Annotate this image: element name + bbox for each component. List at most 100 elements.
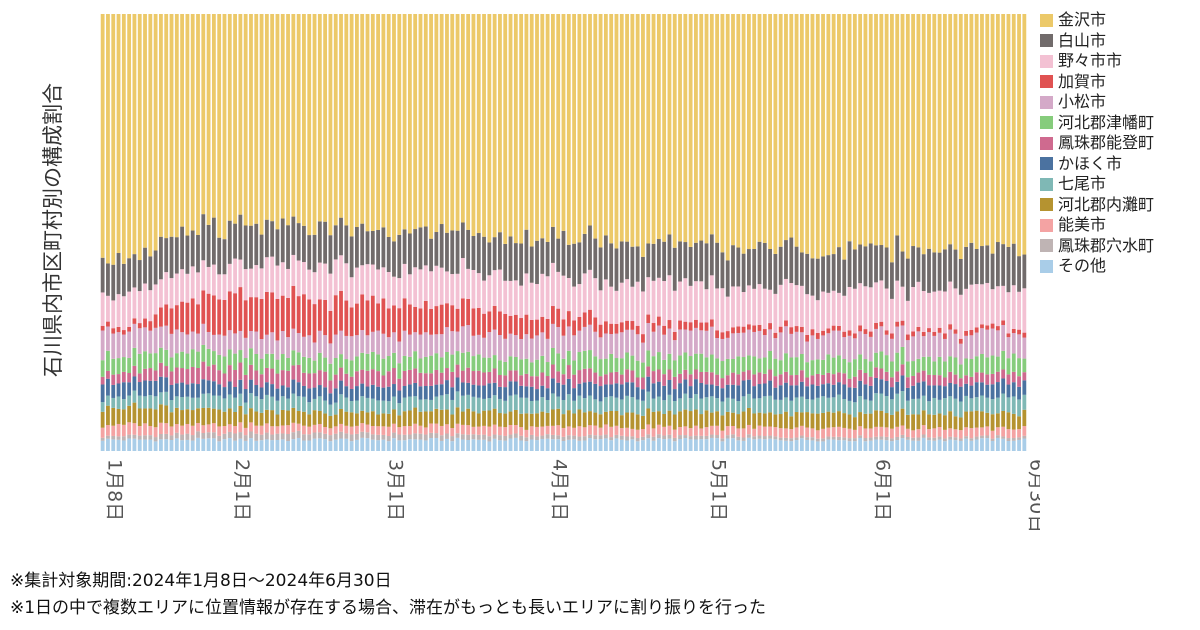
bar-segment [503,400,508,414]
bar-segment [1022,438,1027,451]
bar-segment [498,375,502,387]
bar-segment [577,284,582,317]
bar-segment [190,331,195,350]
bar-segment [1011,413,1016,430]
bar-segment [291,365,296,380]
bar-segment [1006,337,1011,359]
bar-segment [572,335,576,361]
bar-segment [688,330,693,357]
bar-segment [429,308,433,335]
bar-segment [328,404,333,416]
bar-segment [778,14,783,247]
bar-segment [852,249,857,289]
bar-segment [487,242,492,276]
bar-segment [974,327,979,333]
bar-segment [296,14,301,224]
bar-segment [180,351,185,369]
bar-segment [630,321,635,330]
bar-segment [831,330,836,358]
bar-segment [598,401,603,415]
bar-segment [370,425,375,435]
bar-segment [206,407,211,425]
bar-segment [492,408,497,425]
bar-segment [211,381,216,396]
bar-segment [106,425,110,436]
bar-segment [503,313,508,339]
bar-segment [582,14,587,234]
bar-segment [264,439,269,451]
bar-segment [487,275,492,312]
bar-segment [953,329,958,334]
bar-segment [392,276,396,306]
bar-segment [211,423,216,433]
bar-segment [731,398,735,413]
bar-segment [429,334,433,356]
bar-segment [646,408,651,425]
bar-segment [974,284,979,328]
bar-segment [593,412,598,426]
bar-segment [990,440,995,451]
legend-item: かほく市 [1040,154,1154,175]
bar-segment [217,384,222,396]
bar-segment [190,397,195,411]
bar-segment [116,383,121,397]
bar-segment [630,412,635,429]
bar-segment [275,340,280,360]
bar-segment [778,326,783,333]
bar-segment [307,426,312,435]
bar-segment [641,334,645,343]
bar-segment [238,287,243,331]
bar-segment [466,14,471,230]
bar-segment [450,331,455,355]
bar-segment [132,347,137,366]
bar-segment [598,414,603,428]
bar-segment [683,242,688,279]
bar-segment [317,262,322,300]
bar-segment [566,410,571,427]
bar-segment [551,14,555,227]
bar-segment [964,438,968,451]
bar-segment [1011,14,1016,244]
bar-segment [699,240,704,282]
bar-segment [153,380,158,397]
bar-segment [852,376,857,388]
bar-segment [376,229,380,270]
bar-segment [370,384,375,399]
bar-segment [217,237,222,275]
bar-segment [498,334,502,361]
bar-segment [694,409,698,426]
bar-segment [826,354,831,373]
bar-segment [810,440,815,451]
bar-segment [953,249,958,289]
bar-segment [471,434,476,440]
bar-segment [953,288,958,330]
bar-segment [609,384,614,397]
bar-segment [349,307,354,337]
bar-segment [588,368,592,382]
y-axis-label: 石川県内市区町村別の構成割合 [41,83,65,377]
bar-segment [847,387,852,401]
bar-segment [222,398,227,412]
bar-segment [852,338,857,360]
bar-segment [492,434,497,439]
bar-segment [270,292,275,333]
bar-segment [932,335,937,362]
bar-segment [1006,440,1011,451]
bar-segment [731,434,735,439]
bar-segment [280,331,285,355]
bar-segment [863,399,868,414]
bar-segment [762,14,767,243]
bar-segment [466,382,471,395]
bar-segment [174,237,179,274]
bar-segment [762,396,767,414]
bar-segment [270,440,275,451]
bar-segment [890,414,894,429]
bar-segment [551,323,555,348]
bar-segment [439,435,444,441]
bar-segment [731,425,735,435]
bar-segment [746,379,751,394]
bar-segment [858,380,863,397]
bar-segment [810,360,815,376]
bar-segment [132,376,137,391]
bar-segment [932,252,937,292]
